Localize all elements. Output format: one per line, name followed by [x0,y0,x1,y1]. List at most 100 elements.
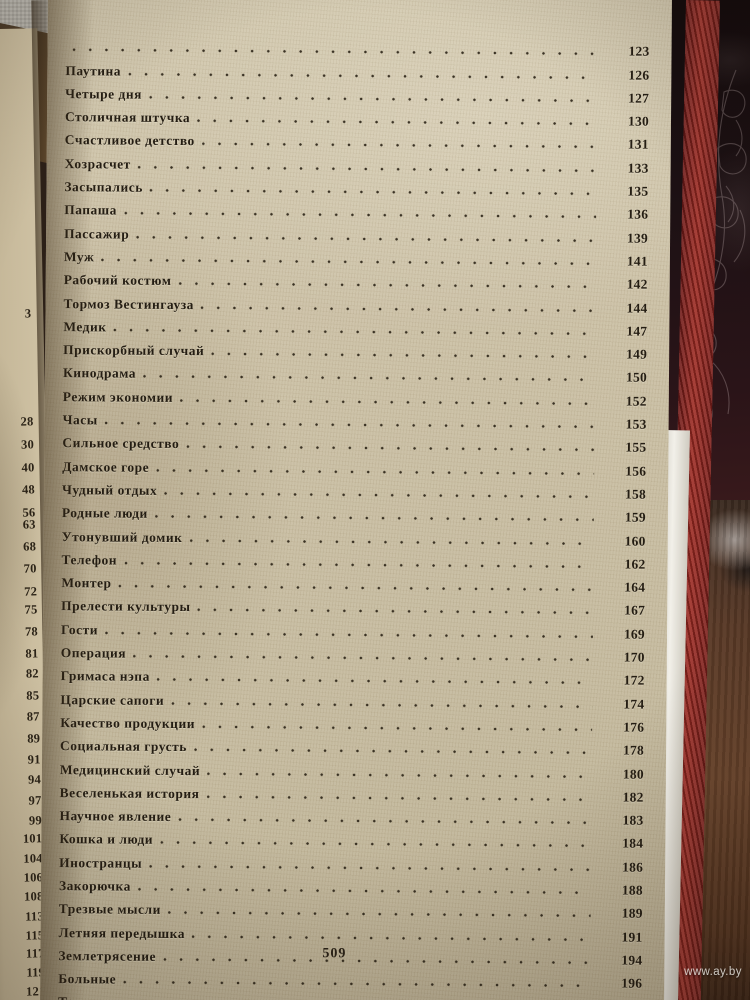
toc-entry-page-number: 133 [627,160,649,176]
toc-dot-leader [178,802,592,829]
toc-entry-page-number: 188 [621,882,644,898]
toc-entry-page-number: 156 [625,463,647,479]
table-of-contents-page: 123 Паутина 126 Четыре дня 127 Столичная штуч… [40,0,672,1000]
toc-entry-title: Летняя передышка [58,924,186,941]
toc-entry-page-number: 150 [625,370,648,386]
toc-entry-title: Столичная штучка [64,109,191,126]
previous-page-number: 89 [27,731,41,746]
toc-entry-title: Часы [62,412,98,428]
toc-dot-leader [206,779,592,805]
toc-entry-page-number: 194 [621,952,643,968]
toc-entry-page-number: 141 [626,253,648,269]
toc-entry-title: Трезвые мысли [58,901,161,918]
toc-entry-title: Веселенькая история [59,784,200,802]
toc-entry-page-number: 155 [625,439,647,456]
toc-dot-leader [143,359,595,386]
toc-entry-page-number: 196 [621,975,643,991]
previous-page-number: 81 [25,646,39,661]
toc-entry-title: Папаша [64,202,118,218]
toc-entry-page-number: 170 [623,649,645,665]
toc-entry-title: Счастливое детство [64,132,195,149]
toc-dot-leader [193,732,593,758]
toc-entry-page-number: 176 [623,719,645,735]
toc-entry-title: Муж [63,249,95,265]
toc-dot-leader [167,895,591,922]
toc-entry-title: Больные [58,971,117,987]
toc-entry-title: Тормоз Вестингауза [63,295,195,312]
toc-dot-leader [186,429,595,456]
previous-page-number: 101 [22,831,43,846]
toc-entry-page-number: 169 [623,626,646,642]
toc-entry-title: Операция [60,645,127,661]
toc-entry-title: Прелести культуры [61,598,191,615]
toc-entry-title: Чудный отдых [62,482,158,498]
toc-entry-title: Телефон [61,551,118,568]
table-of-contents-list: 123 Паутина 126 Четыре дня 127 Столичная штуч… [57,32,650,1000]
previous-page-number: 3 [24,306,32,321]
toc-dot-leader [148,79,598,106]
toc-entry-page-number: 152 [625,393,647,409]
toc-entry-title: Социальная грусть [60,738,187,755]
toc-dot-leader [171,685,593,712]
toc-entry-page-number: 183 [622,812,644,828]
toc-entry-title: Паутина [65,62,122,79]
previous-page-number: 94 [27,772,42,787]
toc-entry-page-number: 147 [626,323,648,339]
page-folio-number: 509 [322,946,347,962]
toc-entry-page-number: 131 [627,137,649,153]
toc-entry-page-number: 182 [622,789,644,805]
toc-entry-page-number: 191 [621,929,643,945]
toc-entry-title: Засыпались [64,179,143,195]
toc-entry-page-number: 135 [627,183,649,199]
toc-entry-page-number: 158 [625,486,647,502]
toc-entry-title: Родные люди [61,505,148,522]
toc-entry-title: Медик [63,318,107,335]
previous-page-number: 72 [24,584,38,599]
toc-entry-title: Терпеть можно [58,995,164,1000]
previous-page-number: 48 [21,482,36,497]
toc-entry-title: Кинодрама [62,365,137,382]
toc-entry-page-number: 180 [622,766,644,782]
toc-entry-title: Пассажир [64,225,130,242]
toc-dot-leader [164,476,595,503]
toc-entry-title: Научное явление [59,808,172,825]
toc-dot-leader [180,383,595,410]
toc-dot-leader [156,662,593,689]
watermark-label: www.ay.by [684,966,742,978]
toc-dot-leader [149,848,592,875]
previous-page-number: 28 [20,414,34,429]
toc-entry-page-number: 136 [627,206,649,223]
toc-entry-page-number: 159 [624,509,646,525]
toc-entry-title: Утонувший домик [61,528,183,545]
toc-entry-page-number: 123 [628,43,650,60]
toc-entry-title: Закорючка [58,878,131,894]
previous-page-number: 40 [21,460,35,475]
toc-entry-title: Гримаса нэпа [60,668,150,685]
toc-entry-page-number: 127 [628,90,650,106]
toc-entry-title: Кошка и люди [59,831,154,848]
previous-page-number: 30 [20,437,35,452]
toc-entry-title: Дамское горе [62,458,150,475]
toc-entry-title: Хозрасчет [64,155,131,172]
toc-dot-leader [149,173,597,200]
previous-page-number: 63 [22,517,36,532]
toc-entry-page-number: 130 [627,113,650,129]
toc-dot-leader [137,871,591,898]
previous-page-number: 99 [28,813,43,828]
previous-page-number: 82 [25,666,39,681]
toc-dot-leader [163,942,591,969]
toc-entry-title: Качество продукции [60,715,196,732]
toc-entry-page-number: 160 [624,533,646,549]
previous-page-number: 78 [24,624,39,639]
toc-dot-leader [154,499,594,526]
toc-entry-page-number: 139 [627,230,649,246]
toc-dot-leader [189,522,594,548]
toc-entry-page-number: 172 [623,672,645,689]
toc-entry-page-number: 126 [628,67,650,83]
toc-entry-page-number: 164 [624,579,646,595]
toc-entry-title: Четыре дня [65,86,143,102]
toc-dot-leader [211,336,596,362]
toc-dot-leader [156,452,595,479]
toc-dot-leader [178,266,596,293]
toc-entry-page-number: 167 [624,602,646,619]
